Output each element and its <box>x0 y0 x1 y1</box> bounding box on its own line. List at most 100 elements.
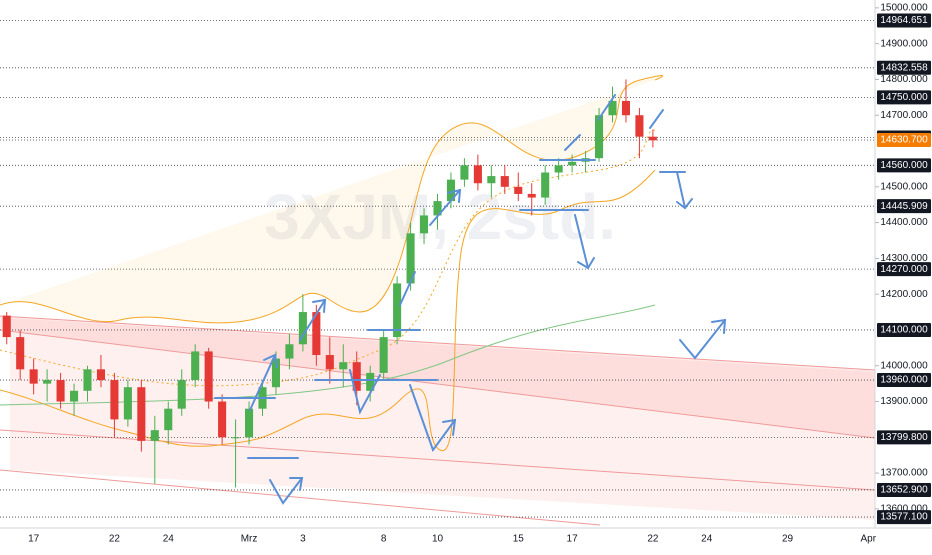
candle-body <box>352 362 361 391</box>
candle-body <box>487 176 496 184</box>
channel-fill <box>0 316 875 438</box>
candle-body <box>366 372 375 391</box>
drawing <box>269 477 303 505</box>
y-tick-label: 15000.000 <box>880 3 928 14</box>
candle-body <box>379 337 388 373</box>
level-label-bg <box>877 13 931 28</box>
level-label: 14270.000 <box>880 264 928 275</box>
drawing <box>679 319 726 360</box>
drawing <box>574 214 589 269</box>
candle-body <box>137 387 146 441</box>
channel-line <box>0 329 876 439</box>
candle-body <box>110 380 119 420</box>
band-mid <box>0 129 656 387</box>
moving-average <box>0 304 656 406</box>
x-tick-label: 24 <box>163 534 175 545</box>
x-tick-label: 3 <box>300 534 306 545</box>
drawing <box>299 299 326 341</box>
candle-body <box>420 215 429 234</box>
level-label: 13799.800 <box>880 432 928 443</box>
y-tick-label: 13600.000 <box>880 504 928 515</box>
level-label-bg <box>877 90 931 105</box>
drawings <box>214 94 727 505</box>
level-label: 14630.700 <box>880 135 928 146</box>
candle-body <box>204 351 213 402</box>
drawing <box>263 353 278 368</box>
axes: 15000.000 14900.000 14800.000 14700.000 1450… <box>28 3 931 545</box>
drawing <box>312 298 327 313</box>
candle-body <box>312 312 321 356</box>
drawing <box>597 94 616 121</box>
y-tick-label: 14900.000 <box>880 38 928 49</box>
candles <box>2 79 657 488</box>
candle-body <box>595 115 604 159</box>
drawing <box>711 318 727 334</box>
x-tick-label: 17 <box>28 534 40 545</box>
level-label-bg <box>877 482 931 497</box>
candle-body <box>164 408 173 431</box>
y-tick-label: 14300.000 <box>880 253 928 264</box>
candle-body <box>218 401 227 438</box>
drawing <box>442 418 457 436</box>
y-tick-label: 13900.000 <box>880 396 928 407</box>
level-label-bg <box>877 510 931 525</box>
drawing <box>249 354 276 411</box>
level-label-bg <box>877 430 931 445</box>
y-tick-label: 14000.000 <box>880 360 928 371</box>
band-upper <box>0 75 664 324</box>
candle-body <box>271 358 280 388</box>
candle-body <box>514 186 523 194</box>
channels <box>0 315 876 526</box>
x-axis-area <box>0 528 932 550</box>
y-tick-label: 14500.000 <box>880 181 928 192</box>
candle-body <box>406 233 415 284</box>
y-tick-label: 14400.000 <box>880 217 928 228</box>
drawing <box>649 109 664 129</box>
candle-body <box>393 283 402 338</box>
candle-body <box>433 201 442 216</box>
channel-line <box>0 469 601 526</box>
drawing <box>676 198 693 210</box>
candle-body <box>527 193 536 198</box>
y-tick-label: 14700.000 <box>880 110 928 121</box>
bollinger <box>0 75 664 451</box>
level-label: 14560.000 <box>880 160 928 171</box>
candle-body <box>29 369 38 384</box>
candle-body <box>635 115 644 137</box>
candle-body <box>621 100 630 116</box>
candle-body <box>339 362 348 370</box>
candle-body <box>285 344 294 359</box>
candle-body <box>298 312 307 345</box>
candle-body <box>554 165 563 173</box>
drawing <box>349 369 381 415</box>
candle-body <box>43 380 52 384</box>
candle-body <box>500 176 509 187</box>
drawing <box>409 384 456 453</box>
channel-fill <box>10 318 875 520</box>
candle-body <box>245 408 254 438</box>
x-tick-label: Mrz <box>241 534 258 545</box>
candle-body <box>231 437 240 439</box>
band-lower <box>0 169 656 451</box>
candle-body <box>177 380 186 409</box>
drawing <box>399 271 416 306</box>
x-tick-label: Apr <box>860 534 876 545</box>
y-tick-label: 14800.000 <box>880 74 928 85</box>
level-label: 14832.558 <box>880 62 928 73</box>
drawing <box>289 477 304 491</box>
x-tick-label: 24 <box>701 534 713 545</box>
y-tick-label: 13700.000 <box>880 468 928 479</box>
level-label-bg <box>877 373 931 388</box>
levels <box>0 20 875 518</box>
channel-line <box>0 315 876 371</box>
candle-body <box>150 430 159 441</box>
x-tick-label: 10 <box>432 534 444 545</box>
level-label-bg <box>877 60 931 75</box>
candle-body <box>460 165 469 180</box>
level-label-bg <box>877 199 931 214</box>
x-tick-label: 29 <box>782 534 794 545</box>
candle-body <box>56 380 65 402</box>
x-tick-label: 15 <box>513 534 525 545</box>
